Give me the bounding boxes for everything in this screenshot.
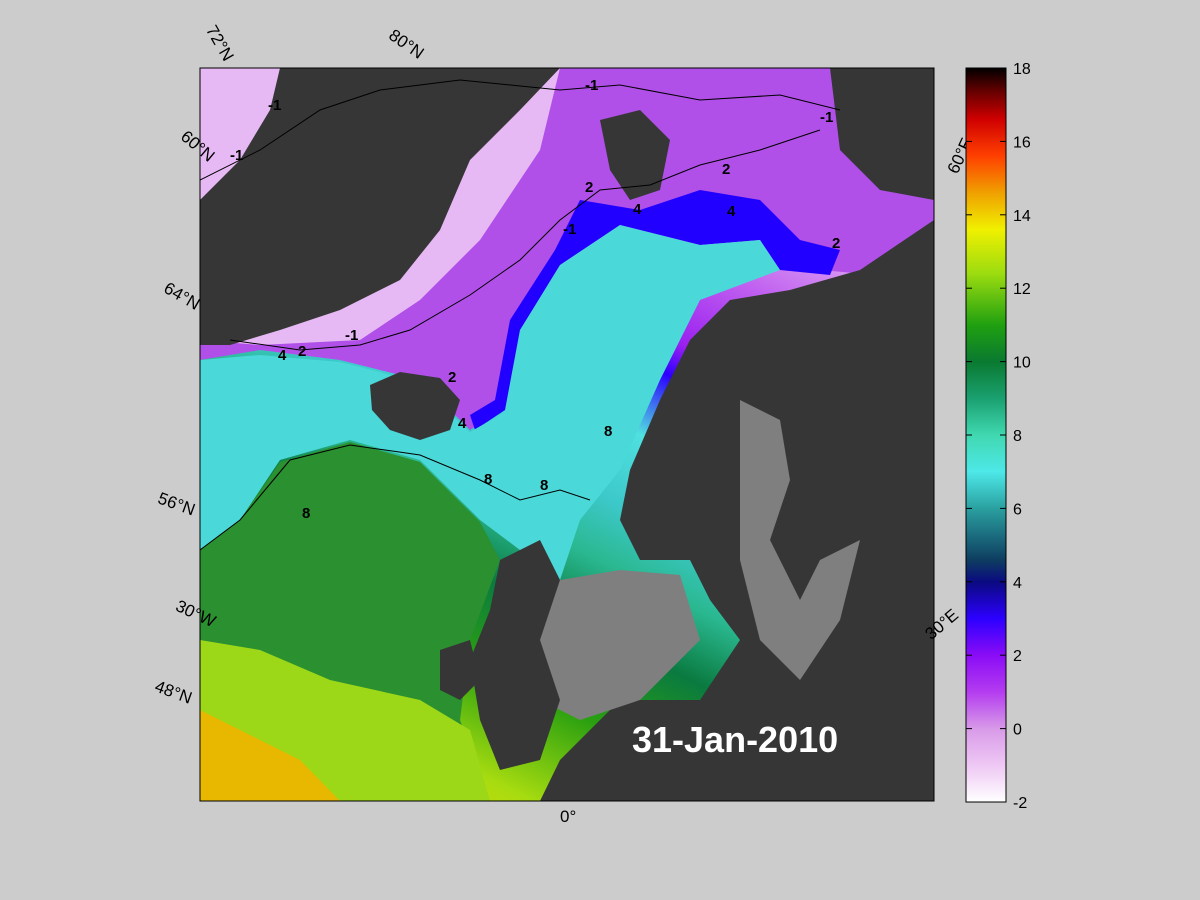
northeast-land: [830, 68, 934, 200]
greenland-land: [200, 68, 560, 345]
contour-line-2: [229, 129, 821, 351]
colorbar-tick-label: 4: [1013, 575, 1022, 592]
contour-label: 8: [302, 505, 310, 522]
contour-label: 4: [633, 201, 642, 218]
colorbar-tick-label: 0: [1013, 722, 1022, 739]
british-isles-land: [470, 540, 560, 770]
contour-label: 4: [278, 347, 287, 364]
colorbar: 18 16 14 12 10 8 6 4 2 0 -2: [965, 61, 1031, 812]
svalbard-land: [600, 110, 670, 200]
colorbar-tick-label: 8: [1013, 428, 1022, 445]
contour-label: 2: [298, 343, 306, 360]
colorbar-gradient: [965, 67, 1007, 803]
colorbar-ticks: 18 16 14 12 10 8 6 4 2 0 -2: [966, 61, 1031, 812]
date-label: 31-Jan-2010: [632, 719, 838, 760]
contour-line-8: [200, 444, 591, 551]
lon-label-0: 0°: [560, 807, 576, 826]
colorbar-tick-label: 16: [1013, 134, 1031, 151]
colorbar-tick-label: 18: [1013, 61, 1031, 78]
colorbar-tick-label: 10: [1013, 355, 1031, 372]
contour-label: -1: [585, 77, 598, 94]
map-frame: [199, 67, 935, 802]
contour-label: 4: [727, 203, 736, 220]
scandinavia-europe-land: [540, 220, 934, 801]
contour-label: -1: [230, 147, 243, 164]
lat-label-56n: 56°N: [155, 489, 197, 520]
contour-label: -1: [563, 221, 576, 238]
contour-label: 2: [448, 369, 456, 386]
atlantic-orange-water: [200, 710, 340, 801]
lon-label-80n: 80°N: [385, 26, 427, 63]
contour-label: 2: [722, 161, 730, 178]
colorbar-tick-label: -2: [1013, 795, 1027, 812]
contour-label: 2: [585, 179, 593, 196]
contour-line-minus-1: [200, 79, 841, 181]
norwegian-sea: [200, 225, 780, 580]
contour-label: 4: [458, 415, 467, 432]
lat-label-64n: 64°N: [161, 278, 203, 313]
colorbar-tick-label: 12: [1013, 281, 1031, 298]
contour-label: 8: [604, 423, 612, 440]
contour-label: -1: [345, 327, 358, 344]
colorbar-tick-label: 2: [1013, 648, 1022, 665]
contour-label: 2: [832, 235, 840, 252]
masked-sea-north-sea: [530, 570, 700, 720]
masked-sea-baltic: [740, 400, 860, 680]
contour-labels: -1 -1 -1 -1 -1 -1 2 2 2 2 2 4 4 4 4 8 8 …: [230, 77, 840, 522]
ireland-land: [440, 640, 480, 700]
colorbar-tick-label: 14: [1013, 208, 1031, 225]
contour-label: -1: [268, 97, 281, 114]
lat-label-48n: 48°N: [152, 677, 194, 708]
polar-front-blue: [470, 190, 840, 430]
contour-label: -1: [820, 109, 833, 126]
colorbar-tick-label: 6: [1013, 501, 1022, 518]
iceland-land: [370, 372, 460, 440]
map-panel: [200, 68, 934, 801]
lat-label-72n: 72°N: [202, 22, 237, 64]
contour-label: 8: [484, 471, 492, 488]
contour-label: 8: [540, 477, 548, 494]
